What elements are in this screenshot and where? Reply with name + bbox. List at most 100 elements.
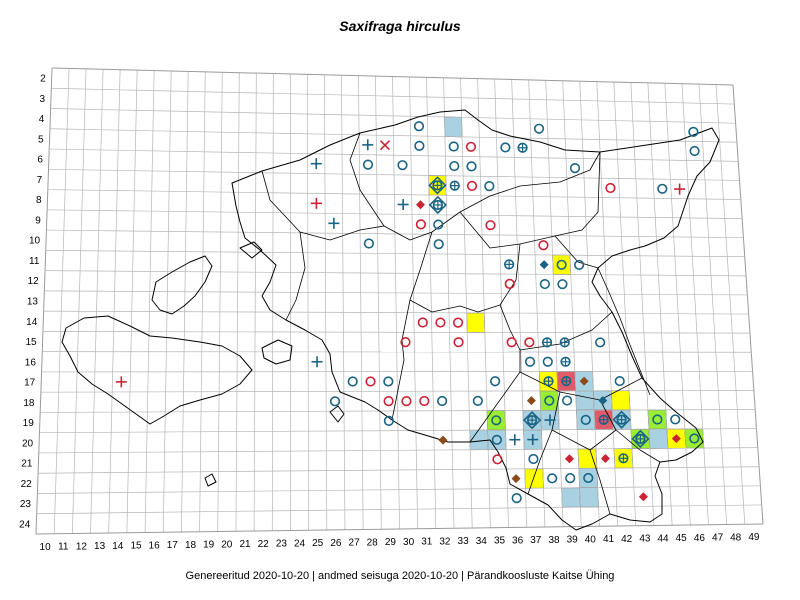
marker-circle-red <box>485 220 496 231</box>
column-label: 27 <box>349 538 361 549</box>
marker-circle-red <box>466 180 478 191</box>
marker-circle-blue <box>580 414 591 425</box>
grid-vline <box>681 83 709 525</box>
column-label: 39 <box>567 535 579 546</box>
column-label: 45 <box>676 533 688 544</box>
marker-circle-blue <box>670 414 681 425</box>
marker-circle-plus-blue <box>598 414 609 425</box>
marker-circle-blue <box>544 395 555 406</box>
marker-circle-blue <box>437 395 448 407</box>
marker-circle-blue <box>657 183 668 194</box>
marker-circle-red <box>401 395 412 407</box>
grid-hline <box>44 290 748 296</box>
grid-cell-44-20 <box>648 428 669 449</box>
marker-plus-blue <box>509 434 521 446</box>
lake-peipus-shore <box>597 267 651 396</box>
marker-circle-blue <box>449 160 460 172</box>
grid-hline <box>51 87 735 105</box>
marker-diamond-blue <box>598 395 608 405</box>
grid-hline <box>47 209 743 219</box>
column-label: 15 <box>130 541 142 552</box>
marker-diamond-red <box>638 492 648 502</box>
row-label: 12 <box>28 276 40 287</box>
grid-vline <box>199 71 206 532</box>
grid-vline <box>253 73 257 532</box>
marker-circle-plus-blue <box>559 337 570 348</box>
marker-diamond-circle-plus-blue <box>522 410 542 430</box>
marker-plus-blue <box>527 434 539 446</box>
marker-circle-blue <box>362 159 374 170</box>
row-label: 15 <box>25 337 37 348</box>
row-label: 20 <box>22 438 34 449</box>
marker-plus-blue <box>328 217 340 229</box>
marker-circle-blue <box>383 415 394 426</box>
grid-vline <box>53 68 70 534</box>
row-label: 9 <box>35 216 41 227</box>
marker-circle-blue <box>397 160 408 171</box>
column-label: 34 <box>476 536 488 547</box>
grid-vline <box>698 84 727 525</box>
column-label: 40 <box>585 534 597 545</box>
grid-vline <box>443 77 455 529</box>
marker-diamond-brown <box>438 435 448 445</box>
marker-circle-blue <box>491 434 502 445</box>
marker-circle-blue <box>652 414 663 425</box>
grid-vline <box>126 70 138 533</box>
row-label: 4 <box>39 114 45 125</box>
grid-hline <box>50 108 736 124</box>
row-label: 16 <box>25 357 37 368</box>
grid-vline <box>144 70 155 533</box>
marker-circle-plus-blue <box>449 180 460 191</box>
grid-hline <box>47 189 741 200</box>
marker-circle-blue <box>347 376 358 387</box>
marker-circle-plus-blue <box>560 356 571 367</box>
grid-hline <box>35 523 764 535</box>
column-label: 29 <box>385 537 397 548</box>
column-label: 17 <box>167 540 179 551</box>
row-label: 21 <box>21 459 33 470</box>
marker-circle-red <box>465 141 477 152</box>
marker-circle-red <box>415 219 426 230</box>
column-label: 49 <box>748 532 760 543</box>
marker-circle-blue <box>561 395 573 406</box>
grid-vline <box>409 76 419 529</box>
marker-circle-red <box>419 395 430 407</box>
grid-hline <box>51 67 734 86</box>
grid-vline <box>528 79 546 528</box>
grid-cell-42-18 <box>610 390 631 411</box>
marker-circle-red <box>504 278 515 289</box>
grid-vline <box>324 74 328 531</box>
column-label: 11 <box>58 542 69 553</box>
grid-vline <box>545 80 564 527</box>
row-label: 14 <box>26 317 38 328</box>
marker-circle-blue <box>414 140 425 151</box>
marker-circle-red <box>538 240 549 251</box>
grid-hline <box>45 249 745 258</box>
marker-plus-blue <box>544 414 556 426</box>
marker-diamond-red <box>600 453 610 463</box>
marker-circle-plus-blue <box>561 376 572 387</box>
marker-diamond-brown <box>526 396 536 406</box>
grid-vline <box>217 72 223 532</box>
marker-circle-blue <box>329 396 341 407</box>
grid-vline <box>613 82 637 526</box>
grid-vline <box>307 74 309 531</box>
grid-hline <box>42 331 750 334</box>
grid-hline <box>45 270 747 277</box>
grid-vline <box>392 76 400 530</box>
marker-circle-blue <box>433 219 444 230</box>
muhu-island <box>261 339 293 365</box>
marker-circle-plus-blue <box>618 453 629 464</box>
column-label: 42 <box>621 534 633 545</box>
marker-circle-blue <box>484 181 495 192</box>
row-label: 2 <box>40 74 46 85</box>
grid-cell-38-18 <box>539 390 559 411</box>
column-label: 24 <box>294 538 306 549</box>
grid-cell-35-19 <box>486 410 506 431</box>
column-label: 43 <box>639 534 651 545</box>
column-label: 44 <box>657 533 669 544</box>
grid-vline <box>375 76 382 530</box>
column-label: 47 <box>712 533 724 544</box>
column-label: 19 <box>203 540 215 551</box>
